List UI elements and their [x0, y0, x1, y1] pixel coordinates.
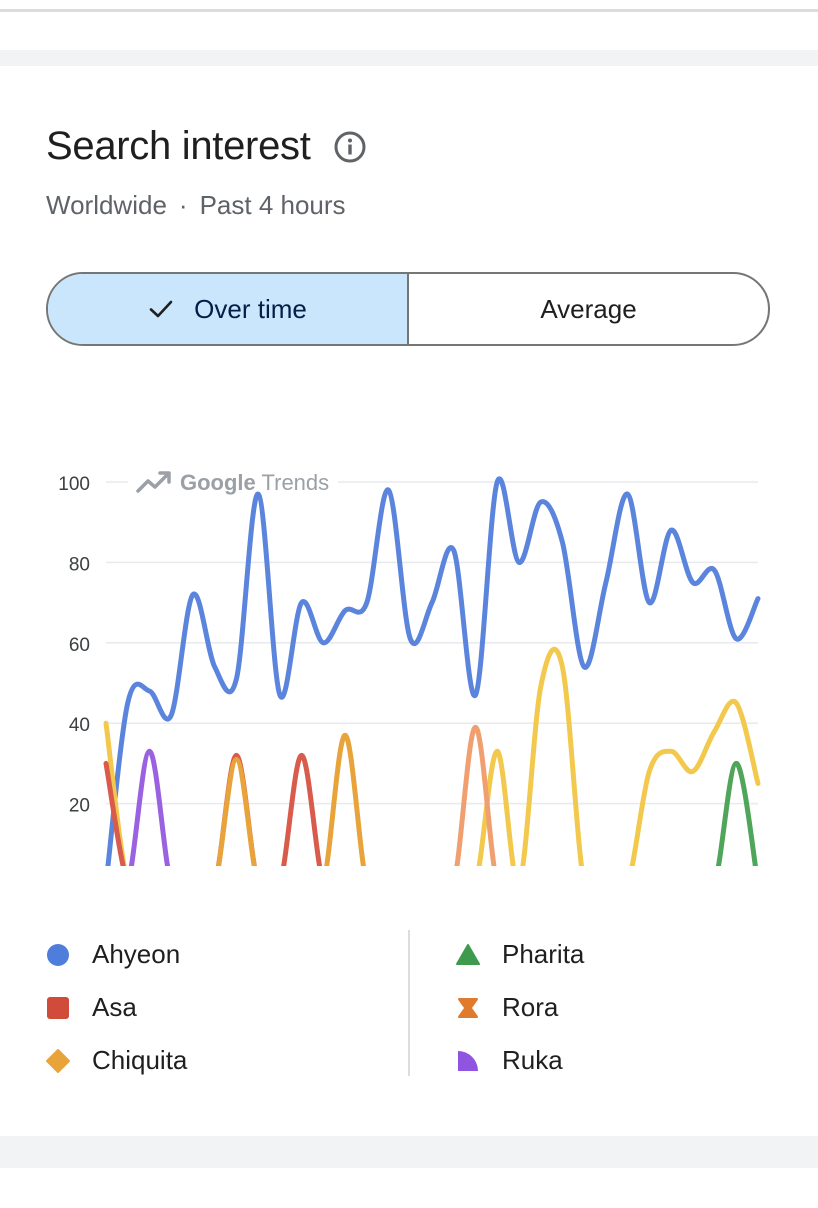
legend: Ahyeon Asa Chiquita Pharita Rora	[46, 928, 770, 1078]
legend-item-chiquita[interactable]: Chiquita	[46, 1034, 187, 1087]
chart-area: 020406080100Google Trends6 AM7 AM8 AM9 A…	[0, 396, 818, 920]
y-tick-label: 100	[58, 474, 90, 495]
view-toggle: Over time Average	[46, 272, 770, 346]
watermark-text: Google Trends	[180, 470, 329, 495]
series-line-unnamed-5	[103, 724, 761, 898]
legend-item-rora[interactable]: Rora	[456, 981, 584, 1034]
legend-label: Rora	[502, 992, 559, 1022]
series-line-unnamed-1	[103, 646, 761, 903]
legend-column-left: Ahyeon Asa Chiquita	[46, 928, 187, 1087]
y-tick-label: 60	[69, 635, 90, 656]
legend-item-ruka[interactable]: Ruka	[456, 1034, 584, 1087]
region-label: Worldwide	[46, 190, 167, 220]
legend-label: Chiquita	[92, 1045, 188, 1075]
y-tick-label: 40	[69, 715, 90, 736]
legend-label: Ruka	[502, 1045, 563, 1075]
legend-item-pharita[interactable]: Pharita	[456, 928, 584, 981]
legend-label: Ahyeon	[92, 939, 181, 969]
check-icon	[149, 300, 173, 318]
watermark: Google Trends	[128, 464, 338, 498]
series-line-ruka-7	[103, 748, 761, 897]
legend-divider	[408, 930, 410, 1076]
period-label: Past 4 hours	[199, 190, 346, 220]
legend-column-right: Pharita Rora Ruka	[456, 928, 584, 1087]
series-line-pharita-6	[103, 760, 761, 896]
next-card	[0, 1168, 818, 1208]
card-title: Search interest	[46, 124, 311, 168]
square-icon	[47, 996, 69, 1019]
average-label: Average	[540, 293, 637, 324]
circle-icon	[47, 943, 69, 966]
divider	[0, 9, 818, 12]
search-interest-card: Search interest Worldwide · Past 4 hours O…	[0, 66, 818, 1136]
legend-item-asa[interactable]: Asa	[46, 981, 187, 1034]
line-chart: 020406080100Google Trends6 AM7 AM8 AM9 A…	[58, 464, 761, 920]
legend-item-ahyeon[interactable]: Ahyeon	[46, 928, 187, 981]
over-time-label: Over time	[194, 293, 307, 324]
title-row: Search interest	[46, 124, 367, 169]
y-tick-label: 20	[69, 796, 90, 817]
series-line-ahyeon-0	[103, 476, 761, 887]
info-icon[interactable]	[333, 130, 367, 164]
triangle-icon	[456, 943, 480, 965]
diamond-icon	[46, 1048, 70, 1073]
trends-arrow-icon	[136, 471, 171, 493]
separator: ·	[178, 190, 188, 220]
legend-label: Asa	[92, 992, 137, 1022]
quarter-circle-icon	[458, 1050, 478, 1071]
over-time-button[interactable]: Over time	[48, 274, 409, 344]
legend-label: Pharita	[502, 939, 585, 969]
card-subtitle: Worldwide · Past 4 hours	[46, 190, 346, 221]
top-bar	[0, 0, 818, 50]
average-button[interactable]: Average	[409, 274, 768, 344]
bowtie-icon	[458, 997, 478, 1018]
y-tick-label: 80	[69, 554, 90, 575]
series-line-asa-3	[103, 752, 761, 903]
